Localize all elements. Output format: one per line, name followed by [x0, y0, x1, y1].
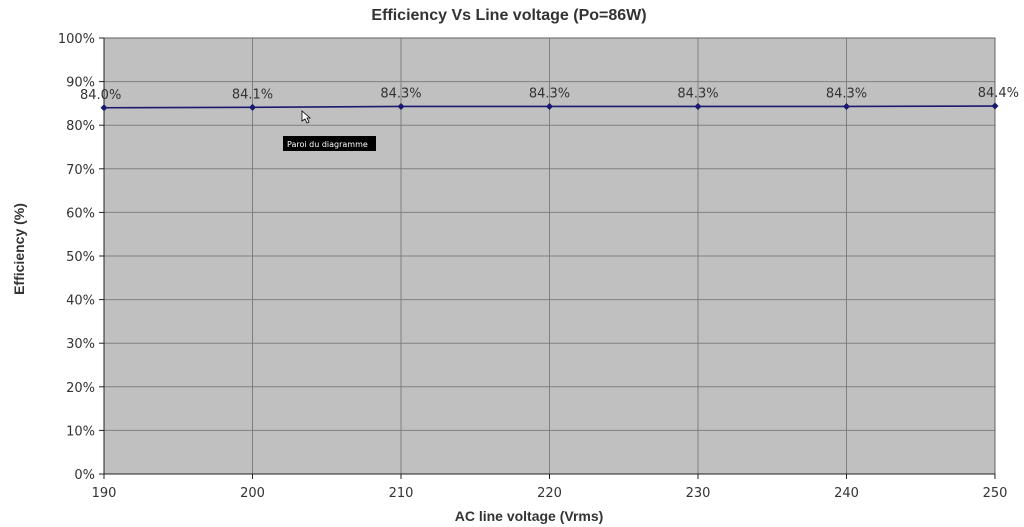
y-tick-label: 70%: [66, 163, 95, 178]
x-tick-label: 220: [537, 486, 562, 501]
data-label: 84.1%: [232, 87, 273, 102]
x-tick-label: 210: [389, 486, 414, 501]
data-label: 84.4%: [978, 86, 1019, 101]
data-point-marker[interactable]: [546, 102, 553, 110]
y-tick-label: 80%: [66, 119, 95, 134]
data-point-marker[interactable]: [249, 103, 256, 111]
x-tick-label: 240: [834, 486, 859, 501]
y-tick-label: 30%: [66, 337, 95, 352]
data-point-marker[interactable]: [991, 102, 999, 110]
data-label: 84.3%: [380, 86, 421, 101]
y-tick-label: 10%: [66, 424, 95, 439]
x-tick-label: 190: [92, 486, 117, 501]
data-label: 84.3%: [529, 86, 570, 101]
data-label: 84.3%: [826, 86, 867, 101]
y-tick-label: 0%: [74, 468, 95, 483]
data-point-marker[interactable]: [397, 102, 405, 110]
tooltip-label: Paroi du diagramme: [287, 140, 368, 149]
x-axis-title: AC line voltage (Vrms): [455, 508, 604, 524]
data-point-marker[interactable]: [843, 102, 850, 110]
y-tick-label: 90%: [66, 76, 95, 91]
y-tick-label: 60%: [66, 206, 95, 221]
chart-tooltip: Paroi du diagramme: [283, 110, 376, 151]
x-tick-label: 250: [983, 486, 1008, 501]
y-tick-label: 20%: [66, 381, 95, 396]
data-label: 84.0%: [80, 88, 121, 103]
data-point-marker[interactable]: [694, 102, 702, 110]
mouse-cursor-icon: [301, 110, 312, 124]
y-axis-title: Efficiency (%): [11, 203, 27, 295]
y-tick-label: 50%: [66, 250, 95, 265]
y-tick-label: 40%: [66, 294, 95, 309]
x-tick-label: 230: [686, 486, 711, 501]
plot-area[interactable]: 0% 10% 20% 30% 40% 50% 60% 70% 80% 90% 100% 190 200 2…: [58, 32, 1019, 501]
tooltip-box: [283, 136, 376, 151]
data-label: 84.3%: [677, 86, 718, 101]
y-tick-label: 100%: [58, 32, 95, 47]
data-point-marker[interactable]: [100, 104, 108, 112]
chart-title: Efficiency Vs Line voltage (Po=86W): [371, 7, 646, 24]
x-tick-label: 200: [240, 486, 265, 501]
